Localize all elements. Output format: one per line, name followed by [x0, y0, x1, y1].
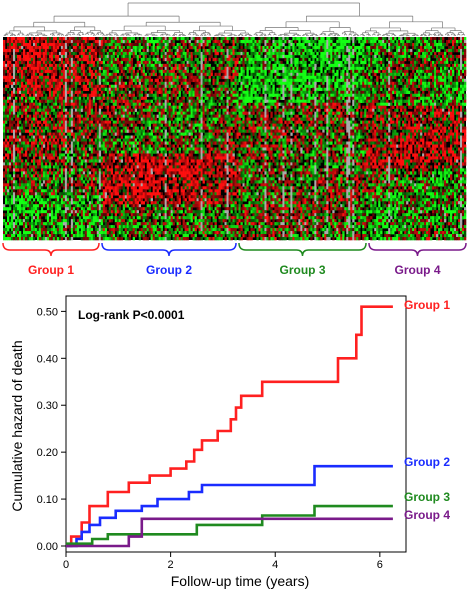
chart-axes	[61, 295, 407, 557]
series-2-line	[66, 464, 393, 548]
group-3-label: Group 3	[279, 263, 325, 277]
group-4-bracket	[368, 242, 467, 257]
y-tick-label: 0.40	[37, 353, 58, 365]
dendrogram	[3, 2, 465, 37]
x-tick-labels: 0 2 4 6	[63, 559, 383, 571]
group-1-bracket	[2, 242, 100, 257]
x-tick-label: 2	[168, 559, 174, 571]
heatmap-figure: Group 1 Group 2 Group 3 Group 4	[2, 2, 467, 277]
group-4-label: Group 4	[394, 263, 440, 277]
y-tick-label: 0.20	[37, 447, 58, 459]
log-rank-annotation: Log-rank P<0.0001	[78, 308, 185, 322]
series-1-line	[66, 305, 393, 548]
series-3-line	[66, 504, 393, 545]
group-3-bracket	[238, 242, 367, 257]
y-axis-label: Cumulative hazard of death	[9, 340, 25, 511]
group-labels: Group 1 Group 2 Group 3 Group 4	[28, 263, 441, 277]
group-2-bracket	[101, 242, 237, 257]
x-tick-label: 4	[272, 559, 278, 571]
x-tick-label: 6	[377, 559, 383, 571]
legend-group-1: Group 1	[404, 298, 450, 312]
group-1-label: Group 1	[28, 263, 74, 277]
group-2-label: Group 2	[146, 263, 192, 277]
y-tick-label: 0.50	[37, 306, 58, 318]
series-lines	[66, 305, 393, 548]
legend-group-3: Group 3	[404, 490, 450, 504]
legend-group-4: Group 4	[404, 508, 450, 522]
group-brackets	[2, 242, 467, 257]
y-tick-label: 0.30	[37, 400, 58, 412]
y-tick-label: 0.10	[37, 494, 58, 506]
x-axis-label: Follow-up time (years)	[171, 573, 309, 589]
legend: Group 1 Group 2 Group 3 Group 4	[404, 298, 450, 522]
legend-group-2: Group 2	[404, 455, 450, 469]
y-tick-labels: 0.00 0.10 0.20 0.30 0.40 0.50	[37, 306, 58, 553]
series-4-line	[66, 517, 393, 548]
heatmap	[3, 37, 467, 241]
y-tick-label: 0.00	[37, 541, 58, 553]
x-tick-label: 0	[63, 559, 69, 571]
